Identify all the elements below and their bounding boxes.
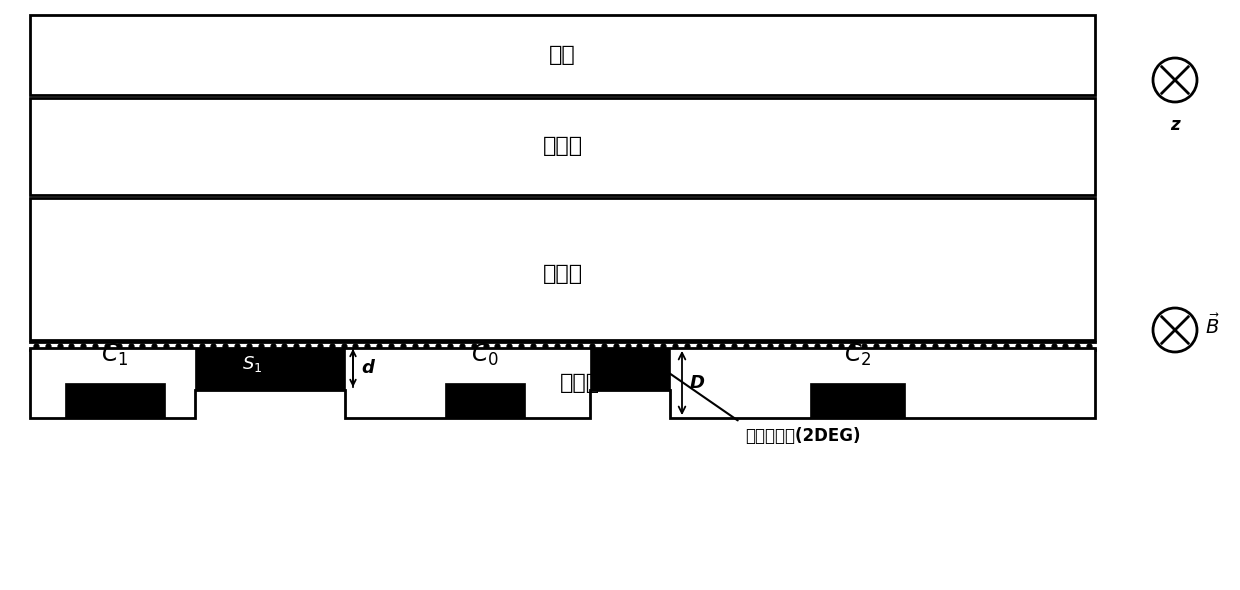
Text: $C_0$: $C_0$	[471, 342, 498, 368]
Text: 缓冲层: 缓冲层	[542, 136, 583, 156]
Text: $S_1$: $S_1$	[242, 354, 262, 374]
Bar	[30, 98, 1095, 195]
Bar	[64, 383, 165, 418]
Text: z: z	[1171, 116, 1179, 134]
Polygon shape	[195, 348, 345, 390]
Text: $S_2$: $S_2$	[610, 368, 630, 388]
Text: 外延层: 外延层	[542, 264, 583, 284]
Text: D: D	[689, 374, 706, 392]
Text: $C_2$: $C_2$	[843, 342, 872, 368]
Bar	[30, 198, 1095, 340]
Text: 势垒层: 势垒层	[560, 373, 600, 393]
Bar	[30, 15, 1095, 95]
Bar	[445, 383, 525, 418]
Polygon shape	[30, 348, 1095, 418]
Text: 二维电子气(2DEG): 二维电子气(2DEG)	[745, 427, 861, 445]
Text: d: d	[361, 359, 374, 377]
Polygon shape	[590, 348, 670, 390]
Text: 衬底: 衬底	[549, 45, 575, 65]
Bar	[810, 383, 905, 418]
Text: $\vec{B}$: $\vec{B}$	[1205, 314, 1220, 338]
Text: $C_1$: $C_1$	[102, 342, 129, 368]
